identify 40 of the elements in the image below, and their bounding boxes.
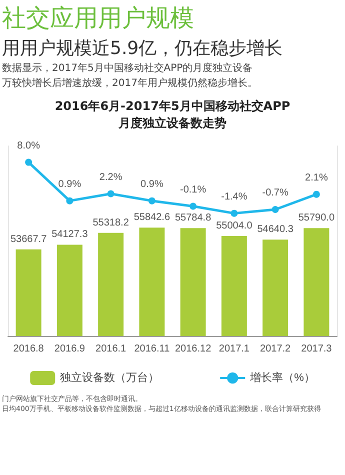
text: 2016年6月-2017年5月中国移动社交APP bbox=[54, 98, 292, 115]
point bbox=[230, 210, 238, 217]
point bbox=[312, 190, 320, 198]
data-label: 2.2% bbox=[99, 172, 122, 183]
legend-label: 独立设备数（万台） bbox=[60, 371, 160, 384]
data-label: -0.7% bbox=[262, 188, 288, 199]
chart-subtitle: 用用户规模近5.9亿，仍在稳步增长 bbox=[2, 37, 284, 60]
data-label: 55004.0 bbox=[216, 220, 253, 232]
data-label: 53667.7 bbox=[10, 234, 48, 245]
point bbox=[25, 158, 32, 166]
legend-label: 增长率（%） bbox=[249, 371, 315, 384]
text: 月度独立设备数走势 bbox=[118, 115, 228, 132]
data-label: -0.1% bbox=[180, 184, 206, 196]
x-tick-label: 2016.8 bbox=[13, 344, 44, 354]
x-tick-label: 2017.1 bbox=[218, 344, 250, 354]
x-tick-label: 2016.1 bbox=[96, 344, 127, 354]
data-label: 55842.6 bbox=[134, 212, 170, 224]
x-tick-label: 2017.3 bbox=[301, 344, 332, 354]
point bbox=[190, 202, 197, 210]
x-tick-label: 2016.9 bbox=[54, 344, 86, 354]
data-label: 55784.8 bbox=[174, 212, 212, 224]
point bbox=[272, 206, 279, 214]
data-label: 55790.0 bbox=[298, 212, 335, 224]
x-tick-label: 2016.12 bbox=[174, 344, 212, 354]
data-label: 2.1% bbox=[305, 172, 328, 184]
point bbox=[66, 197, 74, 204]
x-tick-label: 2017.2 bbox=[260, 344, 292, 354]
text: 万较快增长后增速放缓，2017年用户规模仍然稳步增长。 bbox=[2, 76, 258, 90]
point bbox=[107, 190, 114, 198]
chart-title: 社交应用用户规模 bbox=[2, 3, 195, 34]
data-label: 54127.3 bbox=[52, 229, 88, 240]
text: 数据显示，2017年5月中国移动社交APP的月度独立设备 bbox=[2, 62, 254, 75]
data-label: 0.9% bbox=[58, 178, 82, 190]
data-label: -1.4% bbox=[221, 191, 248, 202]
data-label: 54640.3 bbox=[257, 224, 294, 236]
data-label: 0.9% bbox=[140, 178, 164, 190]
point bbox=[148, 197, 156, 204]
data-label: 55318.2 bbox=[92, 217, 130, 228]
data-label: 8.0% bbox=[17, 140, 40, 152]
x-tick-label: 2016.11 bbox=[134, 344, 170, 354]
